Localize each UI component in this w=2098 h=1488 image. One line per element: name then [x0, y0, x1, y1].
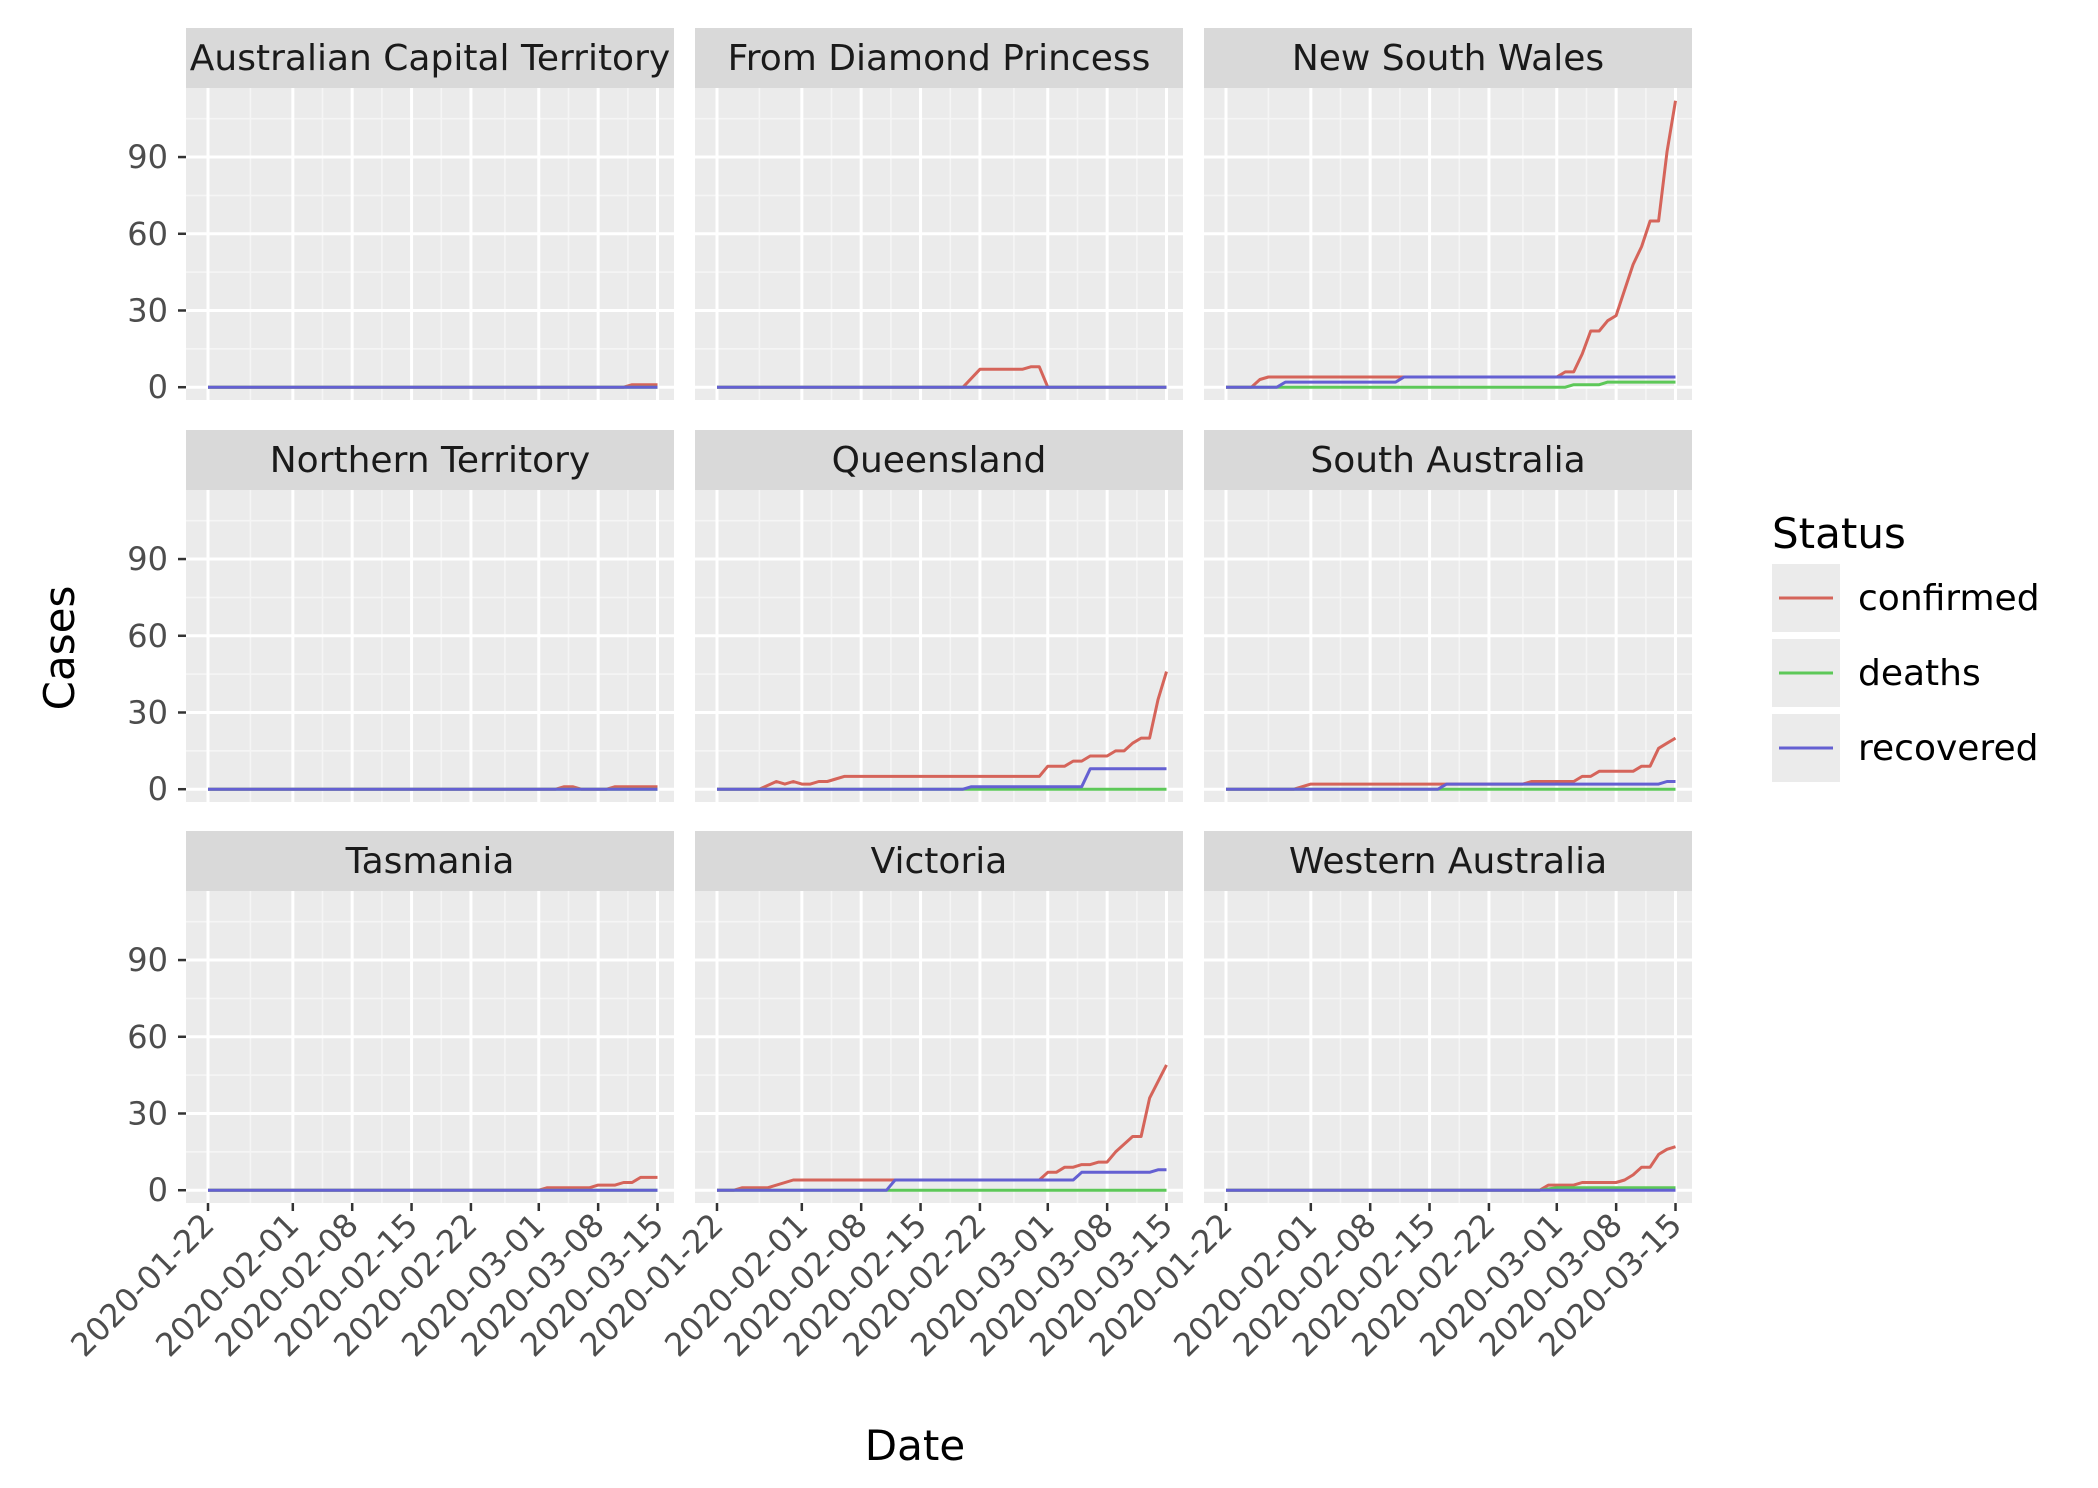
y-axis-title: Cases	[35, 586, 84, 711]
legend: Status confirmed deaths recovered	[1772, 509, 2040, 782]
facet-strip	[1204, 430, 1692, 490]
legend-item-recovered: recovered	[1772, 714, 2038, 782]
y-tick-label: 60	[127, 617, 168, 655]
y-tick-label: 90	[127, 540, 168, 578]
facet-strip	[186, 831, 674, 891]
y-tick-label: 60	[127, 1018, 168, 1056]
facet-strip	[695, 831, 1183, 891]
legend-label: confirmed	[1858, 578, 2040, 619]
panel-background	[186, 891, 674, 1203]
x-axes: 2020-01-222020-02-012020-02-082020-02-15…	[63, 1203, 1689, 1364]
series-line-recovered	[1226, 375, 1676, 389]
facet-panel: Western Australia	[1204, 831, 1692, 1203]
x-axis-title: Date	[865, 1421, 965, 1470]
facet-title: Northern Territory	[270, 440, 591, 481]
y-axes: 0 30 60 90 0 30 60 90 0 30 60 90	[127, 138, 186, 1209]
series-line-recovered	[717, 1168, 1167, 1192]
facet-title: Tasmania	[345, 841, 515, 882]
series-line-recovered	[717, 767, 1167, 791]
y-tick-label: 0	[148, 368, 168, 406]
series-line-confirmed	[1226, 736, 1677, 791]
facet-strip	[1204, 28, 1692, 88]
y-tick-label: 0	[148, 770, 168, 808]
legend-item-confirmed: confirmed	[1772, 564, 2040, 632]
panel-background	[695, 88, 1183, 400]
facet-title: New South Wales	[1292, 38, 1604, 79]
y-tick-label: 30	[127, 693, 168, 731]
facet-strip	[695, 28, 1183, 88]
panel-background	[186, 88, 674, 400]
series-line-confirmed	[1226, 100, 1677, 389]
facet-title: From Diamond Princess	[728, 38, 1151, 79]
panel-background	[186, 490, 674, 802]
facet-strip	[186, 28, 674, 88]
facet-panel: From Diamond Princess	[695, 28, 1183, 400]
series-line-deaths	[1226, 380, 1676, 389]
panel-background	[1204, 88, 1692, 400]
panel-background	[695, 891, 1183, 1203]
facet-panel: Tasmania	[186, 831, 674, 1203]
facet-title: Queensland	[832, 440, 1047, 481]
legend-item-deaths: deaths	[1772, 639, 1981, 707]
series-line-confirmed	[1226, 1145, 1676, 1192]
facet-title: South Australia	[1310, 440, 1585, 481]
facet-panel: New South Wales	[1204, 28, 1692, 400]
facet-panel: Victoria	[695, 831, 1183, 1203]
panel-background	[695, 490, 1183, 802]
legend-title: Status	[1772, 509, 1906, 558]
panel-background	[1204, 891, 1692, 1203]
facet-title: Western Australia	[1289, 841, 1607, 882]
facet-panel: Australian Capital Territory	[186, 28, 674, 400]
series-line-confirmed	[717, 671, 1168, 791]
series-line-confirmed	[717, 365, 1167, 389]
y-tick-label: 0	[148, 1171, 168, 1209]
facet-panels: Australian Capital Territory From Diamond…	[186, 28, 1692, 1203]
legend-label: deaths	[1858, 653, 1981, 694]
facet-strip	[695, 430, 1183, 490]
facet-panel: Northern Territory	[186, 430, 674, 802]
y-tick-label: 60	[127, 215, 168, 253]
panel-background	[1204, 490, 1692, 802]
y-tick-label: 90	[127, 138, 168, 176]
series-line-confirmed	[717, 1064, 1168, 1192]
facet-title: Australian Capital Territory	[190, 38, 670, 79]
y-tick-label: 30	[127, 291, 168, 329]
facet-panel: South Australia	[1204, 430, 1692, 802]
y-tick-label: 90	[127, 941, 168, 979]
facet-panel: Queensland	[695, 430, 1183, 802]
facet-strip	[186, 430, 674, 490]
facet-title: Victoria	[871, 841, 1008, 882]
facet-strip	[1204, 831, 1692, 891]
series-line-recovered	[1226, 780, 1676, 791]
legend-label: recovered	[1858, 728, 2038, 769]
y-tick-label: 30	[127, 1094, 168, 1132]
